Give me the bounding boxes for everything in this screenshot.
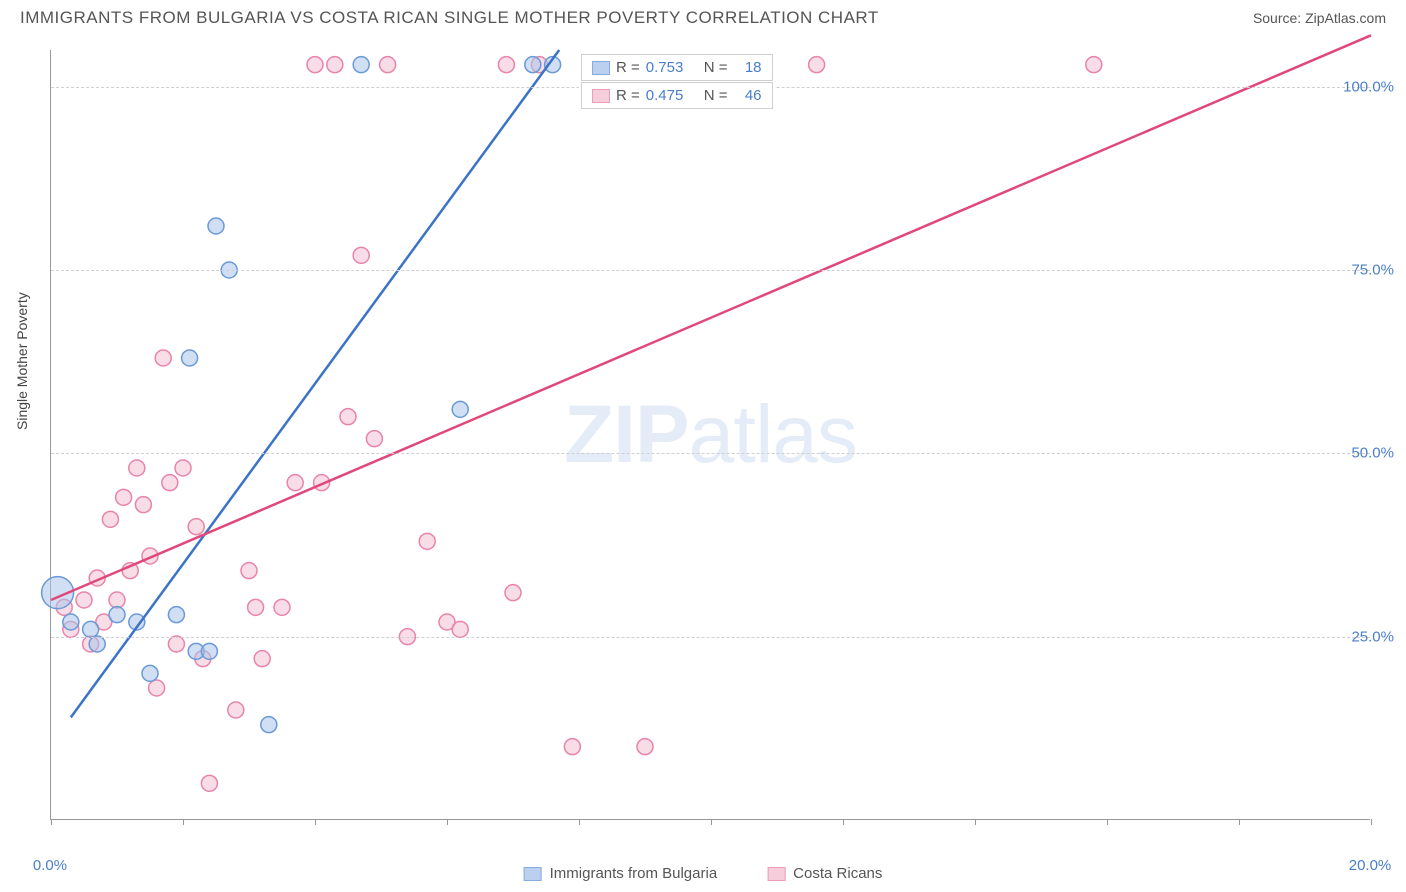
r-label: R = — [616, 59, 640, 76]
scatter-point — [327, 57, 343, 73]
scatter-point — [188, 519, 204, 535]
y-tick-label: 100.0% — [1343, 78, 1394, 95]
x-tick — [447, 819, 448, 825]
gridline — [51, 453, 1370, 454]
scatter-point — [353, 57, 369, 73]
scatter-point — [201, 643, 217, 659]
scatter-point — [129, 460, 145, 476]
scatter-point — [102, 511, 118, 527]
legend-swatch — [524, 867, 542, 881]
n-label: N = — [704, 59, 728, 76]
scatter-point — [564, 739, 580, 755]
scatter-point — [380, 57, 396, 73]
scatter-point — [505, 585, 521, 601]
scatter-point — [248, 599, 264, 615]
scatter-point — [366, 431, 382, 447]
scatter-point — [525, 57, 541, 73]
n-value: 46 — [734, 87, 762, 104]
x-tick — [1371, 819, 1372, 825]
scatter-point — [637, 739, 653, 755]
scatter-svg — [51, 50, 1370, 819]
scatter-point — [116, 489, 132, 505]
scatter-point — [307, 57, 323, 73]
correlation-legend: R = 0.753 N = 18 R = 0.475 N = 46 — [579, 52, 775, 111]
x-tick-label: 0.0% — [33, 857, 67, 874]
scatter-point — [142, 665, 158, 681]
legend-swatch — [592, 61, 610, 75]
source-attribution: Source: ZipAtlas.com — [1253, 10, 1386, 26]
gridline — [51, 270, 1370, 271]
scatter-point — [452, 621, 468, 637]
x-tick — [1239, 819, 1240, 825]
scatter-point — [254, 651, 270, 667]
x-tick-label: 20.0% — [1349, 857, 1392, 874]
scatter-point — [452, 401, 468, 417]
correlation-legend-row: R = 0.753 N = 18 — [581, 54, 773, 81]
scatter-point — [149, 680, 165, 696]
scatter-point — [241, 563, 257, 579]
scatter-point — [201, 775, 217, 791]
scatter-point — [340, 409, 356, 425]
legend-item: Costa Ricans — [767, 865, 882, 882]
x-tick — [51, 819, 52, 825]
legend-swatch — [767, 867, 785, 881]
scatter-point — [76, 592, 92, 608]
source-name: ZipAtlas.com — [1305, 10, 1386, 26]
legend-label: Costa Ricans — [793, 865, 882, 882]
x-tick — [315, 819, 316, 825]
trend-line — [51, 35, 1371, 600]
scatter-point — [63, 614, 79, 630]
scatter-point — [89, 636, 105, 652]
scatter-point — [175, 460, 191, 476]
x-tick — [1107, 819, 1108, 825]
legend-swatch — [592, 89, 610, 103]
scatter-point — [168, 636, 184, 652]
scatter-point — [287, 475, 303, 491]
r-value: 0.753 — [646, 59, 698, 76]
x-tick — [843, 819, 844, 825]
y-tick-label: 75.0% — [1351, 262, 1394, 279]
legend-label: Immigrants from Bulgaria — [550, 865, 718, 882]
scatter-point — [109, 592, 125, 608]
scatter-point — [274, 599, 290, 615]
correlation-legend-row: R = 0.475 N = 46 — [581, 82, 773, 109]
n-label: N = — [704, 87, 728, 104]
legend-item: Immigrants from Bulgaria — [524, 865, 718, 882]
scatter-point — [419, 533, 435, 549]
scatter-point — [353, 247, 369, 263]
scatter-point — [182, 350, 198, 366]
x-tick — [579, 819, 580, 825]
scatter-point — [83, 621, 99, 637]
plot-area: ZIPatlas R =0.753N =18R =0.475N =46 — [50, 50, 1370, 820]
gridline — [51, 637, 1370, 638]
chart-title: IMMIGRANTS FROM BULGARIA VS COSTA RICAN … — [20, 8, 879, 28]
scatter-point — [109, 607, 125, 623]
chart-header: IMMIGRANTS FROM BULGARIA VS COSTA RICAN … — [0, 0, 1406, 32]
series-legend: Immigrants from Bulgaria Costa Ricans — [524, 865, 883, 882]
r-value: 0.475 — [646, 87, 698, 104]
scatter-point — [135, 497, 151, 513]
scatter-point — [162, 475, 178, 491]
scatter-point — [228, 702, 244, 718]
y-tick-label: 25.0% — [1351, 628, 1394, 645]
n-value: 18 — [734, 59, 762, 76]
scatter-point — [261, 717, 277, 733]
scatter-point — [809, 57, 825, 73]
scatter-point — [498, 57, 514, 73]
scatter-point — [1086, 57, 1102, 73]
source-prefix: Source: — [1253, 10, 1305, 26]
x-tick — [183, 819, 184, 825]
trend-line — [71, 50, 559, 717]
scatter-point — [168, 607, 184, 623]
scatter-point — [208, 218, 224, 234]
scatter-point — [155, 350, 171, 366]
y-tick-label: 50.0% — [1351, 445, 1394, 462]
r-label: R = — [616, 87, 640, 104]
x-tick — [711, 819, 712, 825]
x-tick — [975, 819, 976, 825]
y-axis-label: Single Mother Poverty — [14, 292, 30, 430]
